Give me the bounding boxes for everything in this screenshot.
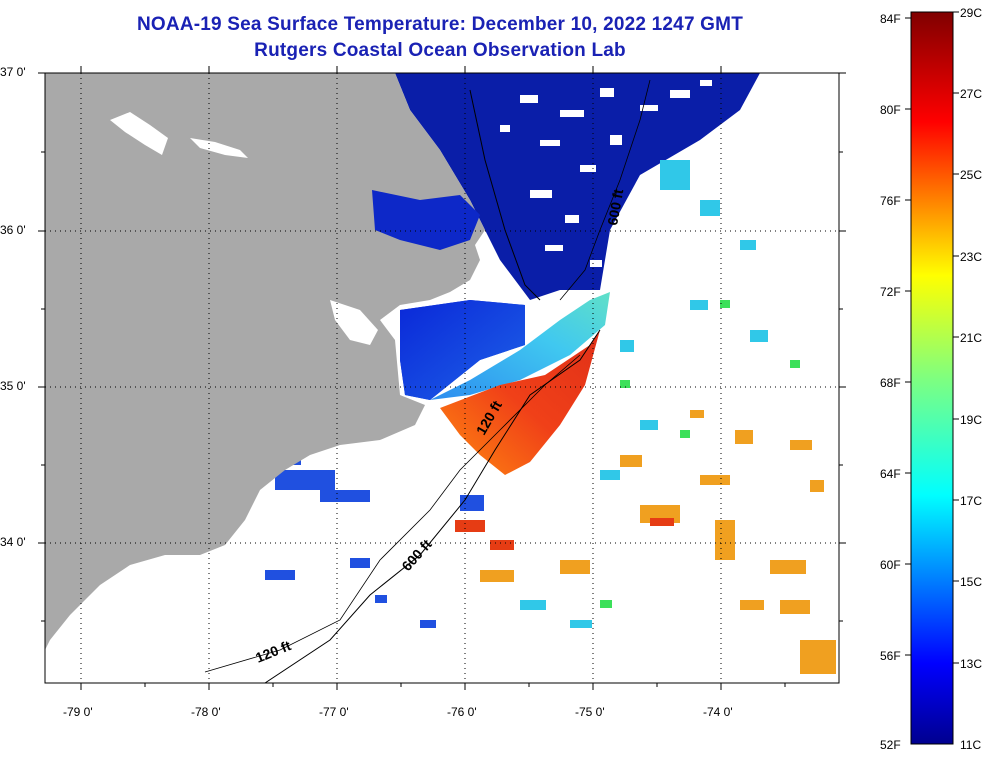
legend-c-27: 27C — [960, 87, 983, 101]
pamlico-overlay — [400, 300, 525, 400]
legend-f-52: 52F — [880, 738, 901, 752]
legend-c-15: 15C — [960, 575, 983, 589]
lon-label-76: -76 0' — [447, 705, 477, 719]
lon-label-79: -79 0' — [63, 705, 93, 719]
legend-c-21: 21C — [960, 331, 983, 345]
legend-c-25: 25C — [960, 168, 983, 182]
isobath-label-600ft-north: 600 ft — [604, 187, 626, 226]
legend-c-19: 19C — [960, 413, 983, 427]
lat-label-34: 34 0' — [0, 535, 26, 549]
legend-f-68: 68F — [880, 376, 901, 390]
legend-c-13: 13C — [960, 657, 983, 671]
graticule — [45, 73, 839, 683]
cold-ocean-region — [395, 73, 760, 300]
gulf-stream-warm-water — [440, 330, 600, 475]
legend-c-23: 23C — [960, 250, 983, 264]
legend-c-11: 11C — [960, 738, 982, 752]
map-layers — [45, 73, 836, 683]
tick-marks — [38, 66, 846, 690]
albemarle-overlay — [372, 190, 480, 250]
cyan-transition — [430, 292, 610, 400]
barrier-island-coast — [469, 89, 541, 301]
offshore-patches — [265, 160, 836, 674]
legend-f-64: 64F — [880, 467, 901, 481]
legend-f-60: 60F — [880, 558, 901, 572]
legend-c-29: 29C — [960, 6, 983, 20]
map-title: NOAA-19 Sea Surface Temperature: Decembe… — [137, 14, 743, 35]
lat-label-35: 35 0' — [0, 379, 26, 393]
isobath-120ft-line — [204, 354, 581, 673]
legend-f-84: 84F — [880, 12, 901, 26]
legend-f-56: 56F — [880, 649, 901, 663]
colorbar-ticks — [905, 11, 959, 664]
legend-f-72: 72F — [880, 285, 901, 299]
lat-label-37: 37 0' — [0, 65, 26, 79]
legend-f-80: 80F — [880, 103, 901, 117]
inland-water — [110, 112, 378, 345]
isobath-north-line — [559, 79, 651, 301]
legend-f-76: 76F — [880, 194, 901, 208]
lon-label-75: -75 0' — [575, 705, 605, 719]
legend-c-17: 17C — [960, 494, 983, 508]
plot-frame — [44, 72, 840, 684]
map-subtitle: Rutgers Coastal Ocean Observation Lab — [254, 40, 626, 61]
lon-label-77: -77 0' — [319, 705, 349, 719]
colorbar — [910, 11, 954, 745]
isobath-600ft-line — [264, 329, 601, 683]
lat-label-36: 36 0' — [0, 223, 26, 237]
lon-label-78: -78 0' — [191, 705, 221, 719]
lon-label-74: -74 0' — [703, 705, 733, 719]
